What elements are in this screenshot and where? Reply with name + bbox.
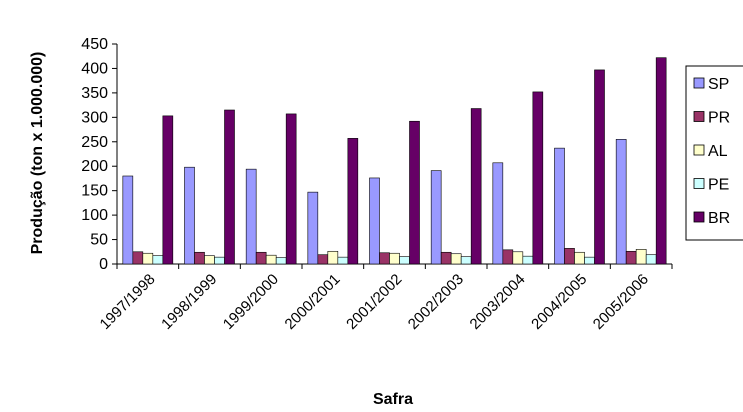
bar-pr-1998-1999 [194, 251, 205, 265]
x-tick-label: 1997/1998 [97, 271, 159, 333]
bar-al-2002-2003 [450, 253, 462, 265]
bar-pe-2000-2001 [337, 256, 349, 265]
bar-al-2003-2004 [512, 251, 524, 265]
y-tick-label: 0 [99, 256, 108, 273]
x-tick-label: 2005/2006 [590, 271, 652, 333]
bar-br-2003-2004 [532, 91, 544, 265]
bar-pe-2001-2002 [399, 256, 410, 265]
bar-br-2002-2003 [470, 108, 482, 265]
legend-label-sp: SP [708, 76, 729, 93]
x-tick-label: 2003/2004 [467, 271, 529, 333]
legend-swatch-sp [693, 77, 705, 89]
bar-pr-2002-2003 [440, 251, 452, 265]
y-tick-label: 200 [81, 158, 108, 175]
legend-swatch-br [693, 211, 705, 223]
bar-sp-2004-2005 [554, 147, 565, 265]
x-tick-label: 2001/2002 [343, 271, 405, 333]
bar-sp-2000-2001 [307, 191, 319, 265]
bar-pe-1999-2000 [275, 257, 287, 265]
bar-sp-1998-1999 [184, 166, 195, 265]
legend-label-pr: PR [708, 110, 730, 127]
bar-al-2005-2006 [635, 249, 647, 265]
y-axis-title: Produção (ton x 1.000.000) [29, 52, 46, 255]
bar-pr-1997-1998 [132, 251, 144, 265]
bar-br-2004-2005 [594, 69, 605, 265]
y-tick-label: 50 [90, 232, 108, 249]
bar-al-2000-2001 [327, 250, 339, 265]
x-tick-label: 2002/2003 [405, 271, 467, 333]
bar-pe-1998-1999 [214, 256, 225, 265]
y-tick-label: 450 [81, 36, 108, 53]
legend-label-pe: PE [708, 177, 729, 194]
bar-al-2001-2002 [389, 252, 400, 265]
bar-sp-2005-2006 [615, 139, 627, 265]
bar-sp-2001-2002 [369, 177, 380, 265]
bar-sp-2003-2004 [492, 162, 504, 265]
x-axis-title: Safra [373, 391, 413, 408]
legend-label-br: BR [708, 210, 730, 227]
bar-pr-2001-2002 [379, 252, 390, 265]
bar-pe-1997-1998 [152, 255, 164, 265]
bar-pr-1999-2000 [255, 251, 267, 265]
bar-br-1997-1998 [162, 115, 174, 265]
y-tick-label: 300 [81, 109, 108, 126]
bar-br-2005-2006 [655, 57, 667, 265]
bar-al-1998-1999 [204, 255, 215, 265]
bar-pr-2000-2001 [317, 254, 329, 265]
y-tick-label: 150 [81, 183, 108, 200]
y-tick-label: 400 [81, 60, 108, 77]
y-tick-label: 250 [81, 134, 108, 151]
bar-pe-2004-2005 [584, 256, 595, 265]
x-tick-label: 2004/2005 [528, 271, 590, 333]
bar-al-2004-2005 [574, 251, 585, 265]
bar-br-2001-2002 [409, 120, 420, 265]
y-tick-label: 350 [81, 85, 108, 102]
x-tick-label: 1998/1999 [158, 271, 220, 333]
bar-al-1997-1998 [142, 252, 154, 265]
bar-br-1999-2000 [285, 113, 297, 265]
bar-pe-2003-2004 [522, 255, 534, 265]
bar-br-2000-2001 [347, 138, 359, 265]
legend-swatch-pe [693, 178, 705, 189]
x-tick-label: 2000/2001 [282, 271, 344, 333]
legend-label-al: AL [708, 143, 728, 160]
legend-swatch-pr [693, 111, 705, 122]
bar-pr-2003-2004 [502, 249, 514, 265]
bar-sp-1999-2000 [245, 168, 257, 265]
bar-al-1999-2000 [265, 254, 277, 265]
bar-pe-2005-2006 [645, 254, 657, 265]
bar-pr-2005-2006 [625, 250, 637, 265]
legend-swatch-al [693, 144, 705, 156]
bar-sp-1997-1998 [122, 175, 134, 265]
x-tick-label: 1999/2000 [220, 271, 282, 333]
bar-br-1998-1999 [224, 109, 235, 265]
bar-pr-2004-2005 [564, 248, 575, 265]
legend: SP PR AL PE BR [685, 65, 743, 241]
y-tick-label: 100 [81, 207, 108, 224]
bar-pe-2002-2003 [460, 256, 472, 265]
plot-area: 0 50 100 150 200 250 300 350 400 450 1997/1998 1998… [81, 36, 673, 333]
bar-sp-2002-2003 [430, 170, 442, 265]
